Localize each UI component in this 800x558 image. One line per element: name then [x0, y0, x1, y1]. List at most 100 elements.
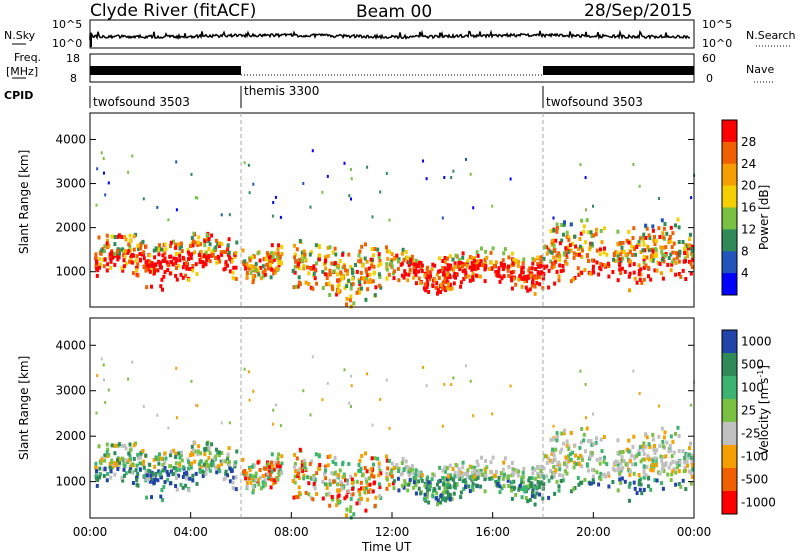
velocity-cell	[124, 446, 128, 451]
colorbar-tick: -500	[741, 473, 768, 487]
velocity-cell	[689, 481, 693, 486]
power-cell	[160, 265, 163, 270]
velocity-cell	[464, 480, 468, 485]
velocity-cell	[304, 490, 308, 495]
velocity-cell	[616, 438, 620, 443]
velocity-cell	[611, 480, 615, 484]
velocity-cell	[419, 470, 423, 475]
velocity-cell	[275, 476, 279, 481]
velocity-cell	[533, 494, 537, 499]
velocity-cell	[170, 469, 173, 474]
velocity-cell	[218, 469, 222, 474]
power-cell	[278, 255, 282, 259]
power-cell	[436, 291, 439, 296]
power-cell	[358, 290, 362, 295]
velocity-cell	[215, 470, 219, 475]
power-cell	[154, 262, 158, 267]
velocity-cell	[307, 481, 311, 486]
power-cell	[107, 243, 111, 248]
velocity-cell	[623, 479, 627, 484]
velocity-cell	[103, 467, 107, 472]
velocity-cell	[600, 449, 604, 454]
power-cell	[512, 269, 516, 274]
power-cell	[601, 263, 605, 268]
power-cell	[217, 244, 221, 249]
power-cell	[616, 241, 620, 246]
velocity-cell	[166, 472, 170, 477]
power-cell	[592, 204, 594, 208]
power-cell	[446, 282, 450, 287]
velocity-cell	[337, 488, 341, 493]
power-cell	[297, 275, 301, 280]
power-cell	[537, 264, 540, 269]
velocity-cell	[404, 482, 408, 487]
power-cell	[378, 275, 382, 279]
power-cell	[577, 246, 580, 251]
power-cell	[291, 269, 295, 274]
power-cell	[672, 257, 676, 262]
velocity-cell	[294, 495, 298, 500]
velocity-cell	[129, 457, 132, 462]
velocity-cell	[644, 432, 648, 437]
velocity-cell	[226, 452, 230, 457]
power-cell	[545, 264, 549, 269]
power-cell	[215, 260, 219, 265]
velocity-cell	[171, 472, 175, 476]
velocity-cell	[510, 473, 514, 478]
power-cell	[96, 268, 100, 273]
power-cell	[323, 255, 327, 260]
velocity-cell	[275, 463, 279, 468]
velocity-cell	[244, 476, 248, 481]
velocity-cell	[347, 488, 351, 493]
power-cell	[677, 253, 681, 258]
velocity-cell	[489, 460, 493, 465]
power-cell	[520, 270, 524, 275]
xtick-label: 16:00	[475, 525, 510, 539]
power-cell	[615, 250, 619, 255]
power-cell	[528, 287, 532, 292]
colorbar-segment	[722, 229, 737, 252]
power-cell	[618, 261, 622, 266]
power-cell	[273, 268, 276, 273]
velocity-cell	[272, 481, 276, 486]
power-cell	[562, 252, 566, 257]
power-cell	[471, 277, 475, 282]
nsearch-top-tick: 10^5	[702, 18, 732, 31]
velocity-cell	[582, 438, 586, 443]
velocity-cell	[128, 448, 132, 453]
power-cell	[315, 261, 319, 266]
velocity-cell	[594, 440, 598, 445]
power-cell	[446, 275, 449, 280]
power-cell	[637, 242, 641, 247]
velocity-cell	[531, 466, 535, 471]
power-cell	[308, 252, 312, 257]
power-cell	[233, 255, 237, 259]
velocity-cell	[545, 454, 549, 459]
nave-top-tick: 60	[702, 52, 716, 65]
velocity-cell	[266, 475, 270, 480]
power-cell	[412, 262, 416, 267]
velocity-cell	[549, 437, 553, 442]
velocity-cell	[149, 473, 153, 478]
power-cell	[671, 250, 675, 255]
power-cell	[325, 282, 329, 287]
power-cell	[558, 257, 562, 262]
velocity-cell	[595, 470, 599, 475]
velocity-cell	[345, 479, 349, 483]
power-cell	[530, 266, 534, 271]
power-cell	[321, 190, 324, 194]
velocity-cell	[558, 467, 562, 472]
velocity-cell	[302, 476, 306, 481]
power-cell	[139, 246, 143, 251]
velocity-cell	[507, 474, 510, 479]
velocity-cell	[123, 463, 127, 468]
power-cell	[470, 255, 474, 260]
velocity-cell	[343, 496, 347, 501]
power-cell	[580, 218, 584, 223]
velocity-cell	[303, 462, 307, 466]
velocity-cell	[417, 486, 421, 491]
nave-bottom-tick: 0	[706, 72, 713, 85]
velocity-cell	[243, 468, 247, 473]
power-cell	[122, 258, 126, 263]
